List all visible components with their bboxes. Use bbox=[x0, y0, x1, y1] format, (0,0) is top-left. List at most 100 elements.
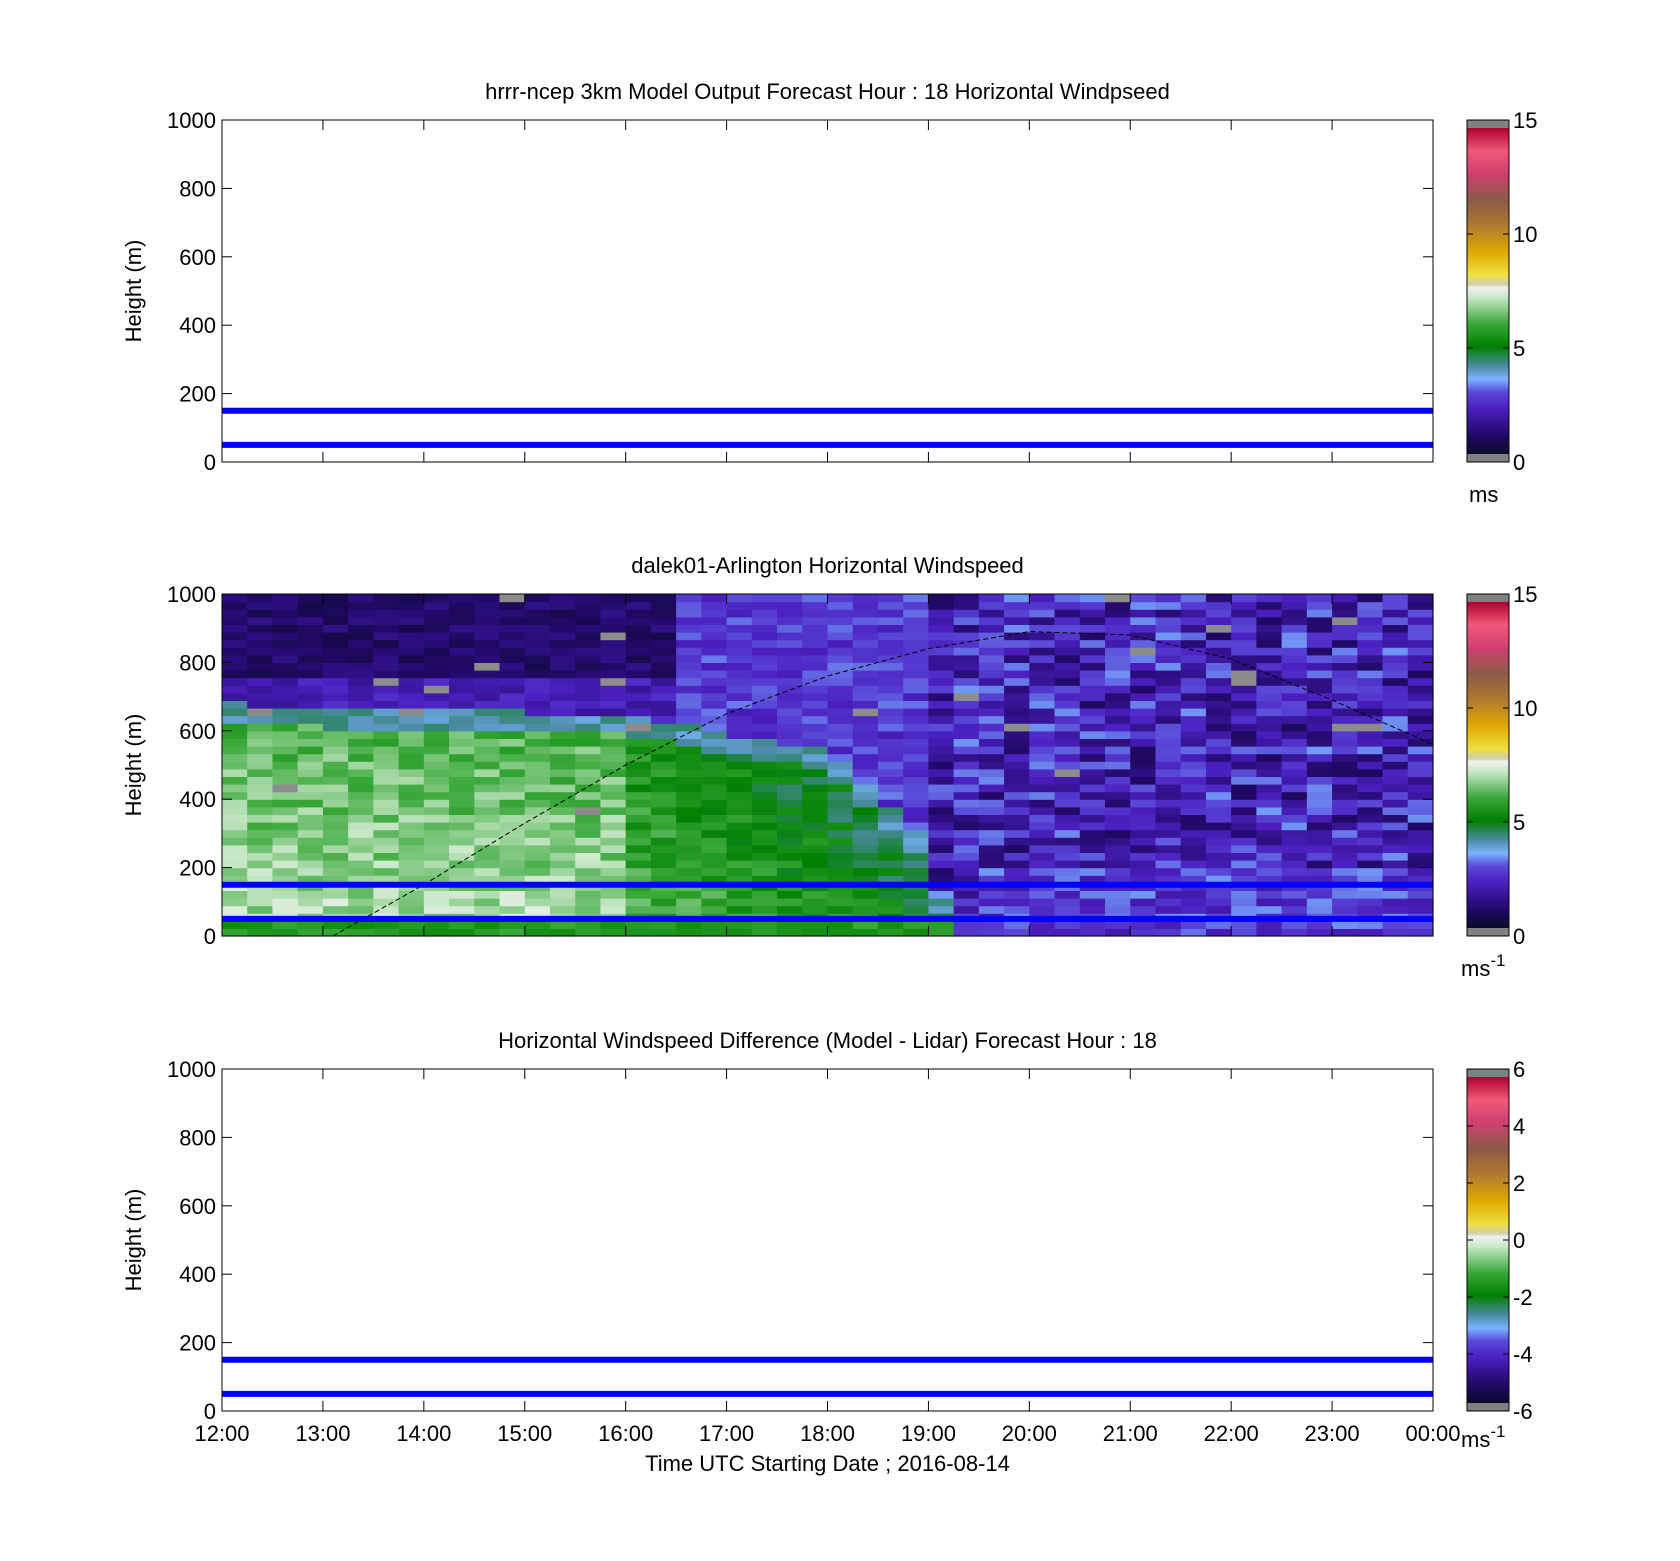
heatmap-cell bbox=[1407, 639, 1434, 648]
heatmap-cell bbox=[398, 860, 425, 869]
heatmap-cell bbox=[1180, 662, 1207, 671]
heatmap-cell bbox=[978, 860, 1005, 869]
heatmap-cell bbox=[272, 791, 299, 800]
heatmap-cell bbox=[1407, 852, 1434, 861]
heatmap-cell bbox=[1306, 746, 1333, 755]
heatmap-cell bbox=[423, 799, 450, 808]
heatmap-cell bbox=[650, 890, 677, 899]
heatmap-cell bbox=[852, 867, 879, 876]
heatmap-cell bbox=[903, 692, 930, 701]
heatmap-cell bbox=[1079, 594, 1106, 603]
heatmap-cell bbox=[1256, 753, 1283, 762]
heatmap-cell bbox=[726, 829, 753, 838]
heatmap-cell bbox=[676, 753, 702, 762]
heatmap-cell bbox=[549, 639, 576, 648]
heatmap-cell bbox=[726, 761, 753, 770]
heatmap-cell bbox=[373, 723, 400, 732]
heatmap-cell bbox=[1357, 624, 1384, 633]
heatmap-cell bbox=[1407, 594, 1434, 603]
heatmap-cell bbox=[1180, 791, 1207, 800]
heatmap-cell bbox=[928, 829, 955, 838]
heatmap-cell bbox=[322, 700, 349, 709]
heatmap-cell bbox=[1180, 654, 1207, 663]
colorbar-frame bbox=[1466, 119, 1510, 463]
heatmap-cell bbox=[549, 601, 576, 610]
heatmap-cell bbox=[499, 799, 526, 808]
heatmap-cell bbox=[549, 837, 576, 846]
heatmap-cell bbox=[348, 654, 374, 663]
heatmap-cell bbox=[852, 601, 879, 610]
heatmap-cell bbox=[1029, 723, 1056, 732]
heatmap-cell bbox=[449, 799, 475, 808]
heatmap-cell bbox=[222, 670, 248, 679]
heatmap-cell bbox=[1407, 685, 1434, 694]
heatmap-cell bbox=[348, 829, 374, 838]
heatmap-cell bbox=[600, 799, 627, 808]
heatmap-cell bbox=[1205, 662, 1232, 671]
heatmap-cell bbox=[575, 814, 602, 823]
heatmap-cell bbox=[1256, 898, 1283, 907]
heatmap-cell bbox=[1281, 867, 1308, 876]
heatmap-cell bbox=[600, 647, 627, 656]
heatmap-cell bbox=[1180, 692, 1207, 701]
heatmap-cell bbox=[650, 761, 677, 770]
heatmap-cell bbox=[474, 624, 501, 633]
heatmap-cell bbox=[953, 829, 980, 838]
heatmap-cell bbox=[726, 791, 753, 800]
heatmap-cell bbox=[650, 647, 677, 656]
heatmap-cell bbox=[1407, 928, 1434, 937]
heatmap-cell bbox=[978, 829, 1005, 838]
heatmap-cell bbox=[1029, 738, 1056, 747]
heatmap-cell bbox=[1407, 708, 1434, 717]
heatmap-cell bbox=[1155, 776, 1182, 785]
heatmap-cell bbox=[1407, 654, 1434, 663]
heatmap-cell bbox=[1407, 746, 1434, 755]
heatmap-cell bbox=[978, 685, 1005, 694]
heatmap-cell bbox=[1180, 822, 1207, 831]
heatmap-cell bbox=[1256, 860, 1283, 869]
heatmap-cell bbox=[1130, 837, 1157, 846]
colorbar-tick-label: 10 bbox=[1513, 222, 1537, 247]
heatmap-cell bbox=[1004, 898, 1030, 907]
y-tick-label: 0 bbox=[204, 924, 216, 949]
heatmap-cell bbox=[1281, 594, 1308, 603]
heatmap-cell bbox=[1029, 654, 1056, 663]
heatmap-cell bbox=[1281, 677, 1308, 686]
heatmap-cell bbox=[676, 898, 702, 907]
heatmap-cell bbox=[726, 609, 753, 618]
heatmap-cell bbox=[1332, 822, 1358, 831]
heatmap-cell bbox=[1079, 829, 1106, 838]
heatmap-cell bbox=[1205, 708, 1232, 717]
heatmap-cell bbox=[272, 867, 299, 876]
heatmap-cell bbox=[1407, 822, 1434, 831]
heatmap-cell bbox=[1281, 715, 1308, 724]
heatmap-cell bbox=[247, 898, 274, 907]
heatmap-cell bbox=[600, 920, 627, 929]
heatmap-cell bbox=[524, 654, 551, 663]
heatmap-cell bbox=[1105, 715, 1131, 724]
heatmap-cell bbox=[297, 662, 324, 671]
heatmap-cell bbox=[499, 829, 526, 838]
heatmap-cell bbox=[827, 890, 854, 899]
heatmap-cell bbox=[1155, 670, 1182, 679]
heatmap-cell bbox=[928, 898, 955, 907]
heatmap-cell bbox=[600, 639, 627, 648]
heatmap-cell bbox=[1004, 616, 1030, 625]
heatmap-cell bbox=[524, 806, 551, 815]
heatmap-cell bbox=[726, 670, 753, 679]
heatmap-cell bbox=[423, 890, 450, 899]
heatmap-cell bbox=[1130, 632, 1157, 641]
heatmap-cell bbox=[1130, 692, 1157, 701]
heatmap-cell bbox=[499, 806, 526, 815]
heatmap-cell bbox=[600, 928, 627, 937]
heatmap-cell bbox=[549, 670, 576, 679]
heatmap-cell bbox=[1281, 662, 1308, 671]
heatmap-cell bbox=[398, 601, 425, 610]
heatmap-cell bbox=[1079, 844, 1106, 853]
heatmap-cell bbox=[1332, 700, 1358, 709]
heatmap-cell bbox=[1155, 829, 1182, 838]
heatmap-cell bbox=[1054, 799, 1081, 808]
heatmap-cell bbox=[650, 776, 677, 785]
heatmap-cell bbox=[1256, 616, 1283, 625]
heatmap-cell bbox=[322, 860, 349, 869]
